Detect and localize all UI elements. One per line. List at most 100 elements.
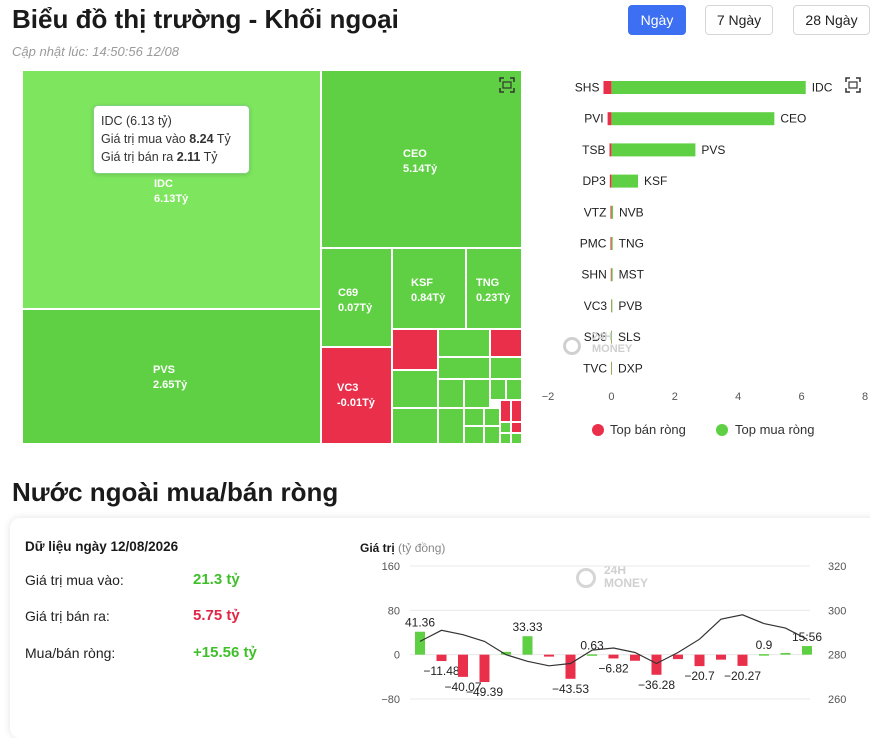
treemap-tile-small[interactable] xyxy=(438,408,464,444)
treemap-tile-small[interactable] xyxy=(490,357,522,379)
tile-value: 0.07Tỷ xyxy=(338,301,372,316)
timeframe-28day-button[interactable]: 28 Ngày xyxy=(793,5,870,35)
treemap-tile-small[interactable] xyxy=(392,370,438,408)
legend-buy-marker xyxy=(716,424,728,436)
right-tick-label: 300 xyxy=(828,605,846,617)
legend-sell-marker xyxy=(592,424,604,436)
sell-bar xyxy=(610,237,611,250)
treemap-tile-small[interactable] xyxy=(464,379,490,408)
net-chart-title: Giá trị (tỷ đồng) xyxy=(360,541,445,555)
treemap-tile-small[interactable] xyxy=(500,422,511,433)
timeframe-day-button[interactable]: Ngày xyxy=(628,5,686,35)
tile-value: 5.14Tỷ xyxy=(403,162,437,177)
buy-value: 21.3 tỷ xyxy=(193,571,240,588)
sell-ticker-label: TVC xyxy=(583,361,607,375)
bar-value-label: −20.27 xyxy=(724,669,761,683)
buy-ticker-label: PVS xyxy=(701,143,725,157)
left-tick-label: 160 xyxy=(382,561,400,573)
treemap-tile-small[interactable] xyxy=(438,357,490,379)
treemap-tile-vc3[interactable]: VC3 -0.01Tỷ xyxy=(321,347,392,444)
treemap-tile-small[interactable] xyxy=(484,408,500,426)
sell-bar xyxy=(609,143,611,156)
net-value-bar xyxy=(587,654,597,656)
net-chart-title-text: Giá trị xyxy=(360,541,395,555)
buy-bar xyxy=(611,175,638,188)
buy-bar xyxy=(611,237,612,250)
tile-value: 0.84Tỷ xyxy=(411,291,445,306)
expand-icon[interactable] xyxy=(499,77,515,93)
treemap-tile-small[interactable] xyxy=(490,379,506,400)
bar-value-label: −43.53 xyxy=(552,682,589,696)
net-value-bar xyxy=(695,655,705,666)
treemap-tile-small[interactable] xyxy=(392,408,438,444)
buy-bar xyxy=(611,112,774,125)
treemap-tile-small[interactable] xyxy=(511,400,522,422)
tooltip-title: IDC (6.13 tỷ) xyxy=(101,112,242,130)
net-value-bar xyxy=(716,655,726,660)
treemap-tile-ceo[interactable]: CEO 5.14Tỷ xyxy=(321,70,522,248)
right-tick-label: 260 xyxy=(828,694,846,706)
buy-bar xyxy=(611,143,695,156)
tile-value: 0.23Tỷ xyxy=(476,291,510,306)
sell-bar xyxy=(611,268,612,281)
treemap-tile-small[interactable] xyxy=(490,329,522,357)
treemap-tile-small[interactable] xyxy=(392,329,438,370)
net-value-bar xyxy=(652,655,662,675)
x-tick-label: 6 xyxy=(799,391,805,403)
treemap-tile-c69[interactable]: C69 0.07Tỷ xyxy=(321,248,392,347)
buy-value-label: Giá trị mua vào: xyxy=(25,572,124,588)
buy-bar xyxy=(611,299,612,312)
tile-value: -0.01Tỷ xyxy=(337,396,375,411)
tooltip-sell-row: Giá trị bán ra 2.11 Tỷ xyxy=(101,148,242,166)
treemap-tile-small[interactable] xyxy=(464,426,484,444)
treemap-tile-small[interactable] xyxy=(500,433,511,444)
treemap-tile-small[interactable] xyxy=(506,379,522,400)
buy-bar xyxy=(611,81,805,94)
sell-value: 5.75 tỷ xyxy=(193,607,240,624)
buy-ticker-label: NVB xyxy=(619,205,644,219)
buy-bar xyxy=(611,362,612,375)
net-value-bar xyxy=(759,654,769,656)
x-tick-label: 0 xyxy=(608,391,614,403)
treemap-tile-small[interactable] xyxy=(464,408,484,426)
sell-ticker-label: VC3 xyxy=(584,299,608,313)
x-tick-label: 8 xyxy=(862,391,868,403)
bar-value-label: −6.82 xyxy=(598,661,629,675)
tooltip-buy-row: Giá trị mua vào 8.24 Tỷ xyxy=(101,130,242,148)
treemap-tile-small[interactable] xyxy=(438,379,464,408)
treemap-tile-pvs[interactable]: PVS 2.65Tỷ xyxy=(22,309,321,444)
tile-ticker: TNG xyxy=(476,276,510,291)
legend-buy-label[interactable]: Top mua ròng xyxy=(735,422,815,437)
buy-ticker-label: DXP xyxy=(618,361,643,375)
expand-icon[interactable] xyxy=(845,77,861,93)
treemap-tile-ksf[interactable]: KSF 0.84Tỷ xyxy=(392,248,466,329)
left-tick-label: 0 xyxy=(394,650,400,662)
treemap-tile-tng[interactable]: TNG 0.23Tỷ xyxy=(466,248,522,329)
net-value-bar xyxy=(415,632,425,655)
page-title: Biểu đồ thị trường - Khối ngoại xyxy=(12,4,399,35)
treemap-tile-small[interactable] xyxy=(438,329,490,357)
sell-value-label: Giá trị bán ra: xyxy=(25,608,110,624)
net-value-bar xyxy=(544,655,554,657)
treemap-tile-small[interactable] xyxy=(500,400,511,422)
treemap-tile-small[interactable] xyxy=(484,426,500,444)
watermark-line1: 24H xyxy=(592,331,632,343)
tooltip-buy-unit: Tỷ xyxy=(217,132,231,146)
watermark-line2: MONEY xyxy=(592,343,632,355)
tooltip-buy-value: 8.24 xyxy=(189,132,213,146)
net-value-bar xyxy=(458,655,468,677)
net-value-bar xyxy=(781,653,791,655)
left-tick-label: 80 xyxy=(388,605,400,617)
watermark-icon xyxy=(563,337,581,355)
net-value-bar xyxy=(566,655,576,679)
treemap-tile-small[interactable] xyxy=(511,422,522,433)
sell-bar xyxy=(608,112,612,125)
update-timestamp: Cập nhật lúc: 14:50:56 12/08 xyxy=(12,44,179,59)
treemap-tile-small[interactable] xyxy=(511,433,522,444)
x-tick-label: −2 xyxy=(542,391,555,403)
net-value-bar xyxy=(609,655,619,659)
bar-value-label: 0.9 xyxy=(756,638,773,652)
timeframe-7day-button[interactable]: 7 Ngày xyxy=(705,5,773,35)
legend-sell-label[interactable]: Top bán ròng xyxy=(610,422,686,437)
